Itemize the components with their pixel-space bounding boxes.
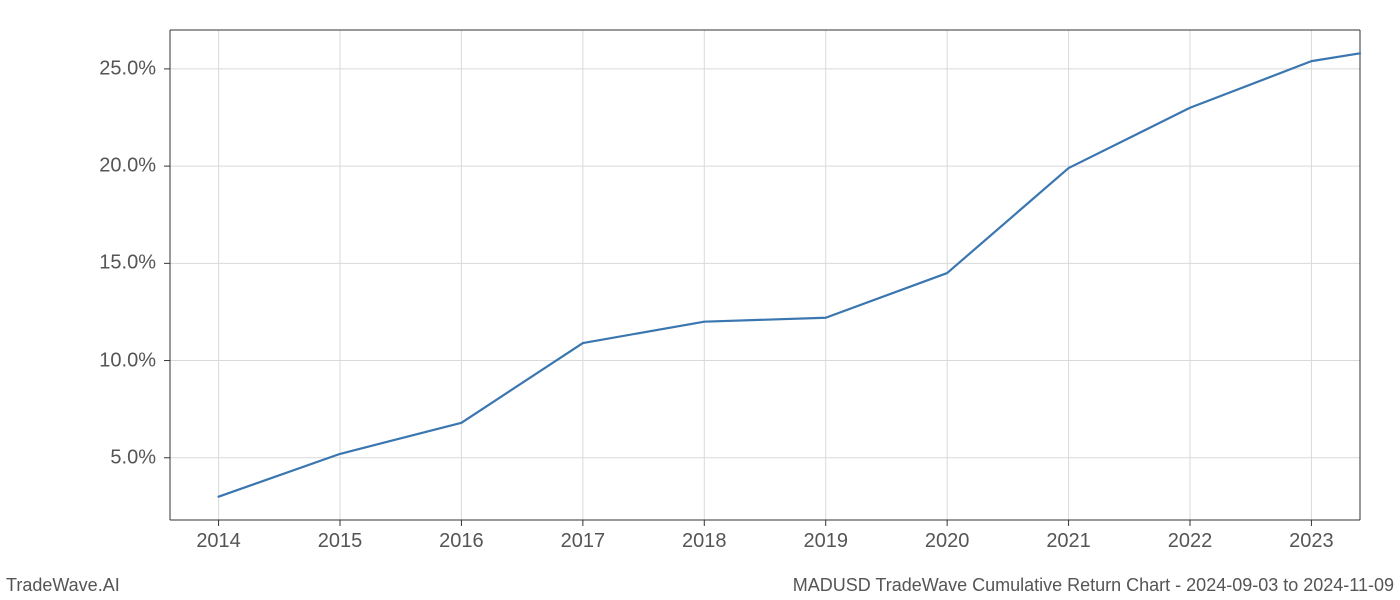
line-chart: [0, 0, 1400, 600]
x-tick-label: 2019: [803, 530, 848, 553]
plot-background: [170, 30, 1360, 520]
y-tick-label: 20.0%: [86, 155, 156, 178]
y-tick-label: 5.0%: [86, 446, 156, 469]
y-tick-label: 15.0%: [86, 252, 156, 275]
x-tick-label: 2018: [682, 530, 727, 553]
y-tick-label: 10.0%: [86, 349, 156, 372]
y-tick-label: 25.0%: [86, 57, 156, 80]
x-tick-label: 2017: [561, 530, 606, 553]
chart-container: 2014 2015 2016 2017 2018 2019 2020 2021 2022 2023…: [0, 0, 1400, 600]
footer-brand: TradeWave.AI: [6, 575, 120, 596]
x-tick-label: 2021: [1046, 530, 1091, 553]
x-tick-label: 2016: [439, 530, 484, 553]
x-tick-label: 2014: [196, 530, 241, 553]
x-tick-label: 2022: [1168, 530, 1213, 553]
x-tick-label: 2020: [925, 530, 970, 553]
footer-caption: MADUSD TradeWave Cumulative Return Chart…: [793, 575, 1394, 596]
x-tick-label: 2015: [318, 530, 363, 553]
x-tick-label: 2023: [1289, 530, 1334, 553]
